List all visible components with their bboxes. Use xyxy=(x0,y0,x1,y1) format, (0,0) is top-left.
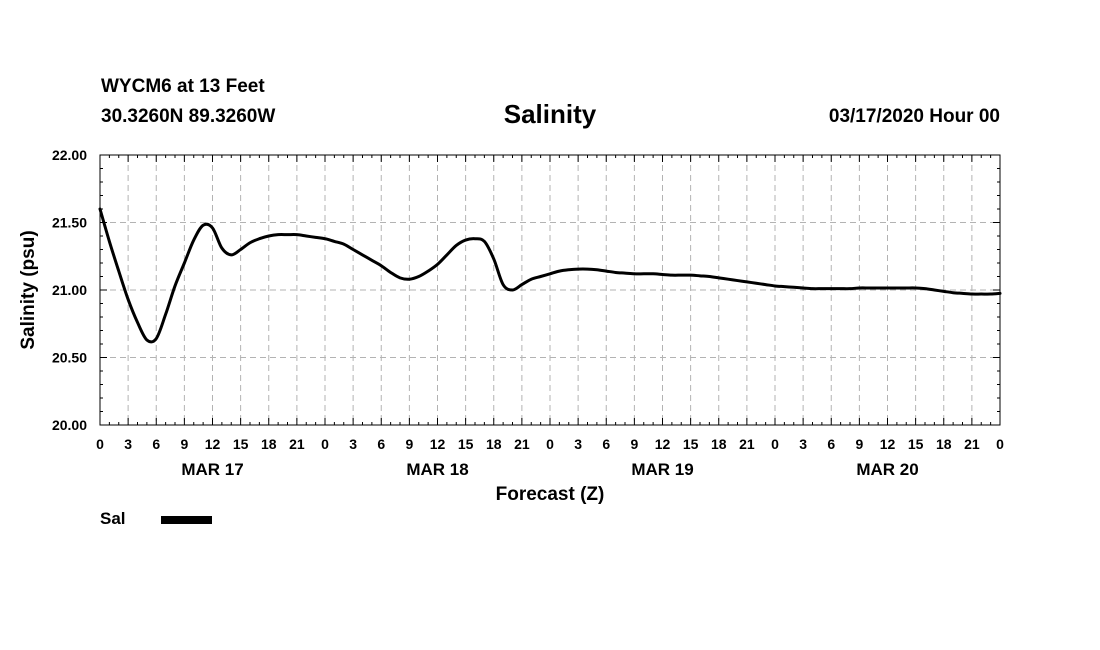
x-tick-label: 0 xyxy=(996,436,1004,452)
x-tick-label: 9 xyxy=(405,436,413,452)
chart-title: Salinity xyxy=(503,99,597,129)
x-tick-label: 12 xyxy=(205,436,221,452)
x-tick-label: 18 xyxy=(711,436,727,452)
x-axis-label: Forecast (Z) xyxy=(496,484,605,505)
axes: 0 3 6 9 12 15 18 21 0 3 6 9 12 15 18 21 0 3 6 9 12 15 18 21 0 3 6 9… xyxy=(52,147,1004,479)
x-tick-label: 0 xyxy=(771,436,779,452)
legend-label-sal: Sal xyxy=(100,509,126,528)
x-tick-label: 18 xyxy=(261,436,277,452)
x-tick-label: 21 xyxy=(739,436,755,452)
x-tick-label: 15 xyxy=(233,436,249,452)
legend: Sal xyxy=(100,509,212,528)
date-label: MAR 19 xyxy=(631,460,693,479)
x-tick-label: 12 xyxy=(880,436,896,452)
y-tick-label: 21.00 xyxy=(52,282,87,298)
x-tick-label: 3 xyxy=(124,436,132,452)
date-label: MAR 18 xyxy=(406,460,468,479)
x-tick-label: 12 xyxy=(655,436,671,452)
forecast-datetime: 03/17/2020 Hour 00 xyxy=(828,106,1000,127)
x-tick-label: 18 xyxy=(486,436,502,452)
x-tick-label: 15 xyxy=(683,436,699,452)
x-tick-label: 21 xyxy=(289,436,305,452)
x-tick-label: 21 xyxy=(514,436,530,452)
date-label: MAR 17 xyxy=(181,460,243,479)
x-tick-label: 6 xyxy=(602,436,610,452)
y-axis-label: Salinity (psu) xyxy=(18,230,39,349)
x-tick-label: 6 xyxy=(377,436,385,452)
grid-lines xyxy=(100,155,1000,425)
x-tick-label: 15 xyxy=(908,436,924,452)
x-tick-label: 0 xyxy=(96,436,104,452)
legend-swatch-sal xyxy=(161,516,212,524)
y-tick-label: 20.00 xyxy=(52,417,87,433)
coordinates-label: 30.3260N 89.3260W xyxy=(101,106,276,127)
station-label: WYCM6 at 13 Feet xyxy=(101,76,265,97)
y-tick-label: 22.00 xyxy=(52,147,87,163)
x-tick-label: 0 xyxy=(546,436,554,452)
x-tick-label: 3 xyxy=(574,436,582,452)
x-tick-label: 9 xyxy=(855,436,863,452)
x-tick-label: 6 xyxy=(827,436,835,452)
x-tick-label: 9 xyxy=(630,436,638,452)
x-tick-label: 12 xyxy=(430,436,446,452)
date-label: MAR 20 xyxy=(856,460,918,479)
y-tick-label: 21.50 xyxy=(52,215,87,231)
plot-frame xyxy=(99,154,1001,426)
x-tick-label: 3 xyxy=(349,436,357,452)
x-tick-label: 9 xyxy=(180,436,188,452)
series-line-sal xyxy=(98,207,1002,344)
x-tick-label: 6 xyxy=(152,436,160,452)
x-tick-label: 21 xyxy=(964,436,980,452)
x-tick-label: 15 xyxy=(458,436,474,452)
x-tick-label: 0 xyxy=(321,436,329,452)
x-tick-label: 3 xyxy=(799,436,807,452)
y-tick-label: 20.50 xyxy=(52,350,87,366)
x-tick-label: 18 xyxy=(936,436,952,452)
